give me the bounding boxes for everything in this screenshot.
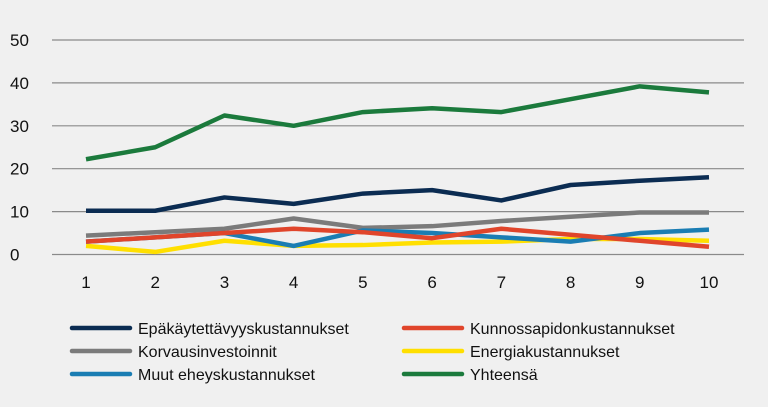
series-line-6 [85, 84, 710, 162]
legend-item: Yhteensä [401, 367, 538, 384]
legend: Epäkäytettävyyskustannukset Kunnossapidon… [69, 321, 675, 384]
legend-label: Yhteensä [470, 367, 538, 384]
x-tick-label: 6 [427, 273, 436, 292]
legend-item: Kunnossapidonkustannukset [401, 321, 675, 338]
x-axis-ticks: 1 2 3 4 5 6 7 8 9 10 [81, 273, 718, 292]
x-tick-label: 8 [566, 273, 575, 292]
y-tick-label: 20 [10, 160, 29, 179]
y-tick-label: 50 [10, 31, 29, 50]
legend-item: Energiakustannukset [401, 344, 620, 361]
legend-item: Muut eheyskustannukset [69, 367, 316, 384]
legend-label: Epäkäytettävyyskustannukset [138, 321, 349, 338]
legend-item: Epäkäytettävyyskustannukset [69, 321, 349, 338]
x-tick-label: 2 [150, 273, 159, 292]
series-line-2 [85, 226, 710, 250]
series-line-3 [85, 210, 709, 238]
legend-item: Korvausinvestoinnit [69, 344, 277, 361]
y-axis-ticks: 0 10 20 30 40 50 [10, 31, 29, 265]
series-line-1 [86, 175, 710, 213]
x-tick-label: 5 [358, 273, 367, 292]
legend-label: Muut eheyskustannukset [138, 367, 316, 384]
x-tick-label: 3 [220, 273, 229, 292]
y-tick-label: 40 [10, 74, 29, 93]
series-lines [85, 84, 710, 255]
legend-label: Kunnossapidonkustannukset [470, 321, 675, 338]
series-line-4 [85, 236, 710, 255]
x-tick-label: 4 [289, 273, 298, 292]
y-tick-label: 30 [10, 117, 29, 136]
y-tick-label: 10 [10, 203, 29, 222]
x-tick-label: 9 [635, 273, 644, 292]
x-tick-label: 7 [497, 273, 506, 292]
gridlines [52, 39, 744, 256]
legend-label: Energiakustannukset [470, 344, 620, 361]
legend-label: Korvausinvestoinnit [138, 344, 277, 361]
x-tick-label: 1 [81, 273, 90, 292]
y-tick-label: 0 [10, 246, 19, 265]
x-tick-label: 10 [700, 273, 719, 292]
